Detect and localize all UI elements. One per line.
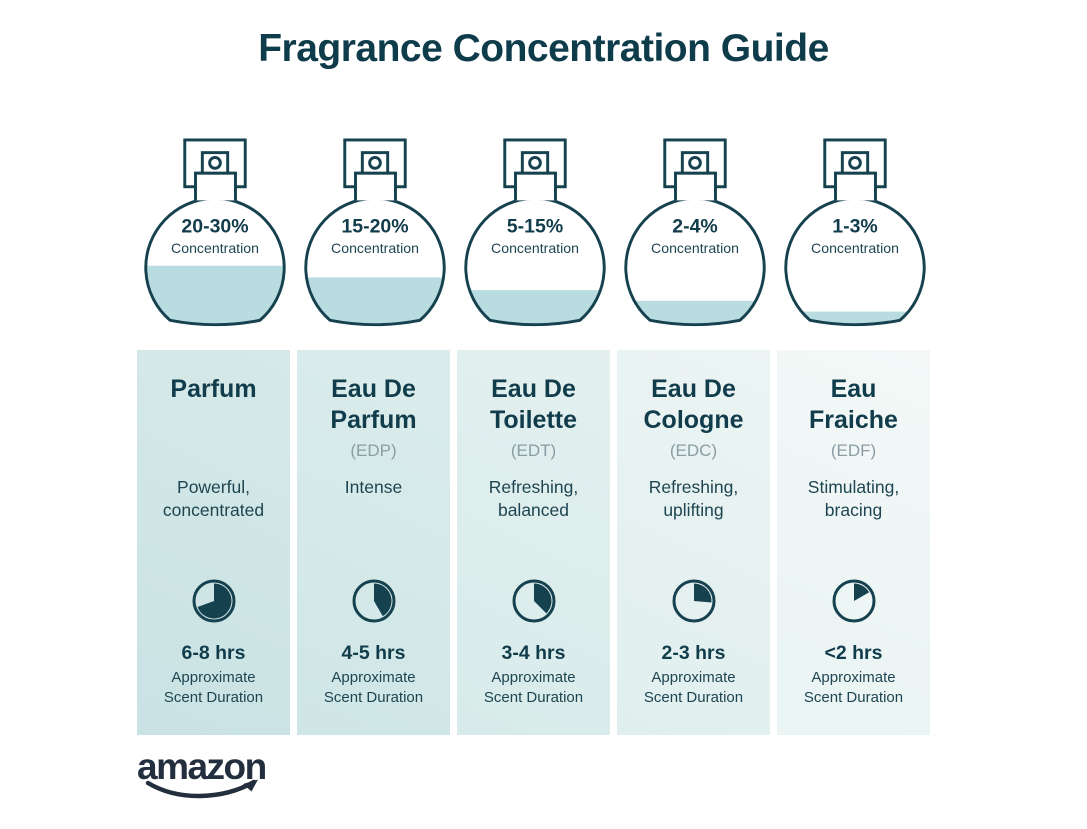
bottle-neck bbox=[674, 171, 717, 201]
bottle-neck bbox=[514, 171, 557, 201]
concentration-label: Concentration bbox=[171, 240, 259, 256]
bottle-neck bbox=[354, 171, 397, 201]
perfume-bottle-icon: 20-30% Concentration bbox=[144, 138, 286, 327]
scent-duration-value: <2 hrs bbox=[824, 642, 883, 664]
sprayer-outline bbox=[840, 151, 870, 175]
column-eau-de-parfum: Eau De Parfum (EDP) Intense 4-5 hrs Appr… bbox=[297, 350, 450, 735]
fragrance-description: Intense bbox=[344, 477, 403, 497]
liquid-fill bbox=[145, 265, 285, 325]
scent-duration-value: 4-5 hrs bbox=[341, 642, 406, 664]
fragrance-abbr: (EDP) bbox=[350, 441, 397, 460]
perfume-bottle-icon: 15-20% Concentration bbox=[304, 138, 446, 327]
columns-row: Parfum Powerful, concentrated 6-8 hrs Ap… bbox=[137, 350, 930, 735]
sprayer-outline bbox=[520, 151, 550, 175]
clock-icon bbox=[352, 579, 395, 623]
bottle-body-outline bbox=[784, 196, 926, 327]
concentration-percent: 2-4% bbox=[672, 216, 718, 238]
concentration-percent: 20-30% bbox=[181, 216, 248, 238]
scent-duration-note: Approximate Scent Duration bbox=[323, 669, 424, 706]
sprayer-nozzle-icon bbox=[688, 156, 702, 170]
bottle-neck bbox=[194, 171, 237, 201]
bottle-eau-de-cologne: 2-4% Concentration bbox=[617, 138, 770, 333]
sprayer-nozzle-icon bbox=[848, 156, 862, 170]
concentration-percent: 5-15% bbox=[507, 216, 563, 238]
clock-icon bbox=[512, 579, 555, 623]
column-eau-de-toilette: Eau De Toilette (EDT) Refreshing, balanc… bbox=[457, 350, 610, 735]
scent-duration-note: Approximate Scent Duration bbox=[163, 669, 264, 706]
bottle-neck bbox=[834, 171, 877, 201]
sprayer-nozzle-icon bbox=[528, 156, 542, 170]
sprayer-outline bbox=[200, 151, 230, 175]
scent-duration-note: Approximate Scent Duration bbox=[643, 669, 744, 706]
amazon-smile-arrow-icon bbox=[145, 779, 258, 799]
fragrance-description: Powerful, concentrated bbox=[162, 477, 265, 520]
concentration-percent: 1-3% bbox=[832, 216, 878, 238]
sprayer-nozzle-icon bbox=[368, 156, 382, 170]
perfume-bottle-icon: 2-4% Concentration bbox=[624, 138, 766, 327]
concentration-percent: 15-20% bbox=[341, 216, 408, 238]
scent-duration-value: 3-4 hrs bbox=[501, 642, 566, 664]
bottle-parfum: 20-30% Concentration bbox=[137, 138, 290, 333]
concentration-label: Concentration bbox=[331, 240, 419, 256]
bottle-body-outline bbox=[464, 196, 606, 327]
fragrance-description: Refreshing, balanced bbox=[488, 477, 579, 520]
scent-duration-value: 2-3 hrs bbox=[661, 642, 726, 664]
fragrance-abbr: (EDF) bbox=[830, 441, 877, 460]
fragrance-name: Eau De Cologne bbox=[643, 375, 744, 434]
column-eau-de-cologne: Eau De Cologne (EDC) Refreshing, uplifti… bbox=[617, 350, 770, 735]
fragrance-description: Stimulating, bracing bbox=[807, 477, 900, 520]
fragrance-name: Eau Fraiche bbox=[809, 375, 898, 434]
concentration-label: Concentration bbox=[811, 240, 899, 256]
bottle-eau-de-toilette: 5-15% Concentration bbox=[457, 138, 610, 333]
clock-icon bbox=[832, 579, 875, 623]
clock-icon bbox=[672, 579, 715, 623]
bottle-eau-de-parfum: 15-20% Concentration bbox=[297, 138, 450, 333]
scent-duration-note: Approximate Scent Duration bbox=[483, 669, 584, 706]
bottle-body-outline bbox=[624, 196, 766, 327]
liquid-fill bbox=[625, 300, 765, 325]
perfume-bottle-icon: 5-15% Concentration bbox=[464, 138, 606, 327]
bottles-row: 20-30% Concentration 15-20% Concentratio… bbox=[137, 138, 930, 333]
liquid-fill bbox=[465, 290, 605, 325]
concentration-label: Concentration bbox=[491, 240, 579, 256]
perfume-bottle-icon: 1-3% Concentration bbox=[784, 138, 926, 327]
column-eau-fraiche: Eau Fraiche (EDF) Stimulating, bracing <… bbox=[777, 350, 930, 735]
amazon-logo-text: amazon bbox=[137, 746, 267, 787]
fragrance-name: Eau De Toilette bbox=[489, 375, 578, 434]
column-parfum: Parfum Powerful, concentrated 6-8 hrs Ap… bbox=[137, 350, 290, 735]
sprayer-outline bbox=[360, 151, 390, 175]
fragrance-name: Parfum bbox=[170, 375, 257, 403]
fragrance-abbr: (EDC) bbox=[669, 441, 718, 460]
fragrance-name: Eau De Parfum bbox=[330, 375, 417, 434]
fragrance-description: Refreshing, uplifting bbox=[648, 477, 739, 520]
scent-duration-note: Approximate Scent Duration bbox=[803, 669, 904, 706]
bottle-body-outline bbox=[304, 196, 446, 327]
amazon-logo: amazon bbox=[137, 746, 297, 804]
page-title: Fragrance Concentration Guide bbox=[258, 27, 829, 70]
scent-duration-value: 6-8 hrs bbox=[181, 642, 246, 664]
sprayer-outline bbox=[680, 151, 710, 175]
sprayer-nozzle-icon bbox=[208, 156, 222, 170]
clock-icon bbox=[192, 579, 235, 623]
concentration-label: Concentration bbox=[651, 240, 739, 256]
bottle-body-outline bbox=[144, 196, 286, 327]
liquid-fill bbox=[305, 277, 445, 325]
bottle-eau-fraiche: 1-3% Concentration bbox=[777, 138, 930, 333]
fragrance-abbr: (EDT) bbox=[510, 441, 557, 460]
